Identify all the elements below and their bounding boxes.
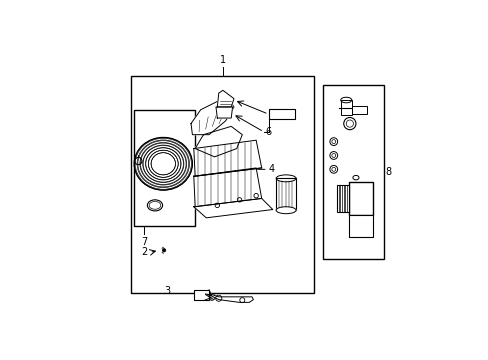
Bar	[351, 106, 366, 114]
Text: 1: 1	[220, 55, 225, 65]
Text: 5: 5	[285, 109, 290, 119]
Text: 6: 6	[265, 127, 271, 137]
Bar	[340, 100, 351, 115]
Bar	[348, 215, 372, 237]
Bar	[322, 85, 383, 260]
Text: 4: 4	[268, 164, 274, 174]
Bar	[131, 76, 314, 293]
Text: 3: 3	[164, 286, 170, 296]
Polygon shape	[195, 126, 242, 157]
Polygon shape	[193, 140, 261, 176]
Bar	[348, 182, 372, 215]
Ellipse shape	[276, 207, 295, 214]
Polygon shape	[193, 168, 261, 207]
Polygon shape	[216, 107, 232, 118]
Polygon shape	[327, 93, 376, 246]
FancyArrowPatch shape	[162, 252, 163, 253]
Bar	[268, 109, 294, 120]
Text: 8: 8	[384, 167, 390, 177]
Bar	[336, 185, 348, 212]
Bar	[134, 110, 195, 226]
Polygon shape	[193, 198, 272, 218]
Polygon shape	[217, 90, 233, 107]
Ellipse shape	[135, 138, 191, 189]
Polygon shape	[207, 294, 253, 302]
Circle shape	[162, 249, 165, 252]
FancyArrowPatch shape	[162, 247, 163, 248]
Bar	[193, 290, 208, 301]
Text: 7: 7	[141, 237, 147, 247]
Polygon shape	[191, 99, 233, 135]
Bar	[276, 178, 295, 210]
Text: 2: 2	[141, 247, 147, 257]
